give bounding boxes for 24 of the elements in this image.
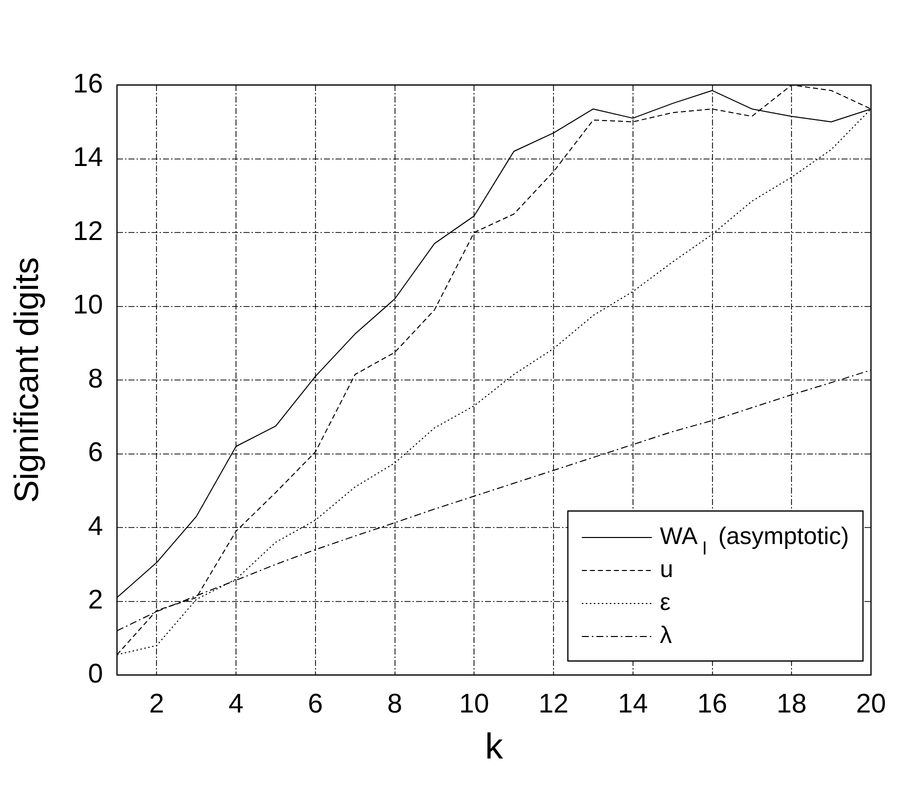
y-tick-label: 14 (72, 142, 103, 172)
y-tick-label: 16 (72, 68, 103, 98)
x-tick-label: 16 (697, 688, 728, 719)
x-tick-label: 14 (618, 688, 648, 719)
y-tick-label: 0 (88, 658, 103, 688)
y-axis-title: Significant digits (8, 257, 46, 503)
x-axis-title: k (484, 725, 504, 766)
x-tick-label: 20 (856, 688, 886, 719)
legend-label: ε (660, 589, 671, 616)
y-tick-label: 4 (88, 510, 103, 541)
y-tick-label: 8 (88, 363, 103, 394)
x-tick-label: 8 (387, 688, 402, 719)
x-tick-label: 4 (228, 688, 244, 719)
y-tick-label: 6 (88, 437, 103, 468)
y-tick-label: 12 (72, 216, 103, 246)
x-tick-label: 10 (459, 688, 490, 719)
x-tick-label: 6 (308, 688, 323, 719)
y-tick-label: 2 (88, 584, 103, 615)
legend-label: u (660, 556, 674, 584)
x-tick-label: 2 (149, 688, 164, 719)
legend-label: λ (660, 622, 672, 650)
x-tick-label: 12 (538, 688, 569, 719)
y-tick-label: 10 (72, 290, 103, 320)
x-tick-label: 18 (776, 688, 807, 719)
